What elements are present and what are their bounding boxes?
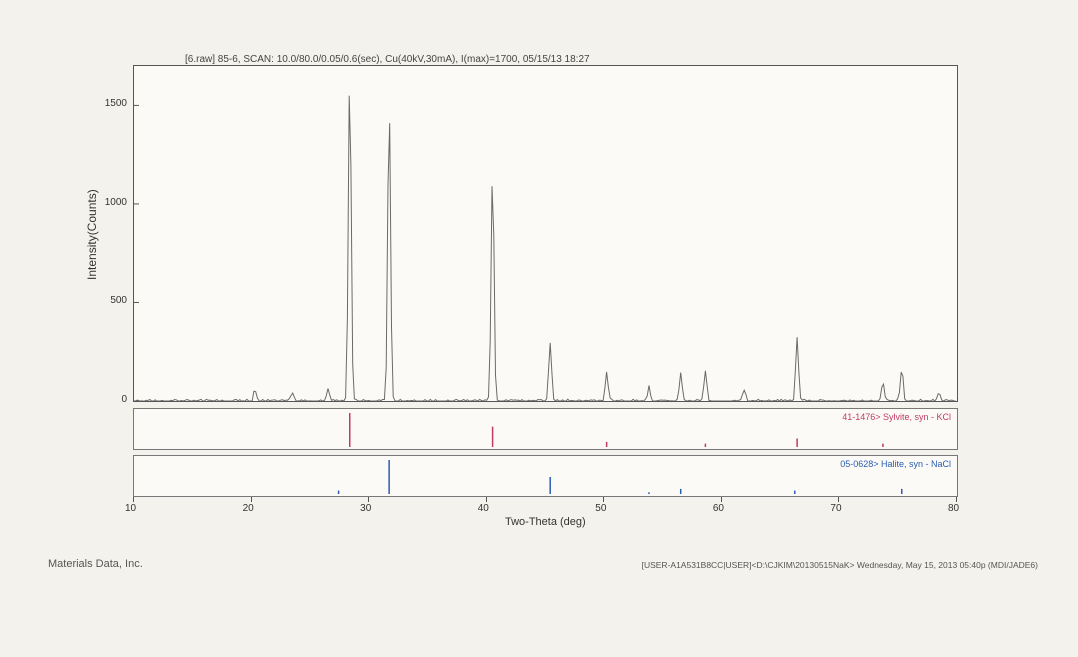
y-tick-label: 0: [87, 394, 127, 405]
reference-label-sylvite: 41-1476> Sylvite, syn - KCl: [842, 412, 951, 422]
x-tick-mark: [956, 497, 957, 502]
y-tick-label: 1500: [87, 98, 127, 109]
reference-panel-halite: 05-0628> Halite, syn - NaCl: [133, 455, 958, 497]
x-tick-mark: [603, 497, 604, 502]
x-tick-label: 80: [948, 503, 959, 514]
x-tick-label: 70: [830, 503, 841, 514]
xrd-trace-svg: [134, 66, 957, 401]
xrd-main-chart: [133, 65, 958, 402]
y-tick-label: 1000: [87, 197, 127, 208]
footer-meta: [USER-A1A531B8CC|USER]<D:\CJKIM\20130515…: [642, 560, 1038, 570]
scan-header: [6.raw] 85-6, SCAN: 10.0/80.0/0.05/0.6(s…: [185, 54, 590, 65]
reference-panel-sylvite: 41-1476> Sylvite, syn - KCl: [133, 408, 958, 450]
x-axis-label: Two-Theta (deg): [505, 516, 586, 528]
x-tick-mark: [368, 497, 369, 502]
y-tick-label: 500: [87, 295, 127, 306]
x-tick-mark: [486, 497, 487, 502]
reference-sticks-halite: [134, 456, 957, 496]
x-tick-mark: [721, 497, 722, 502]
reference-label-halite: 05-0628> Halite, syn - NaCl: [840, 459, 951, 469]
reference-sticks-sylvite: [134, 409, 957, 449]
footer-company: Materials Data, Inc.: [48, 558, 143, 570]
x-tick-label: 40: [478, 503, 489, 514]
x-tick-mark: [251, 497, 252, 502]
x-tick-mark: [133, 497, 134, 502]
x-tick-mark: [838, 497, 839, 502]
page-root: [6.raw] 85-6, SCAN: 10.0/80.0/0.05/0.6(s…: [0, 0, 1078, 657]
x-tick-label: 20: [243, 503, 254, 514]
x-tick-label: 50: [595, 503, 606, 514]
x-tick-label: 30: [360, 503, 371, 514]
x-tick-label: 60: [713, 503, 724, 514]
x-tick-label: 10: [125, 503, 136, 514]
